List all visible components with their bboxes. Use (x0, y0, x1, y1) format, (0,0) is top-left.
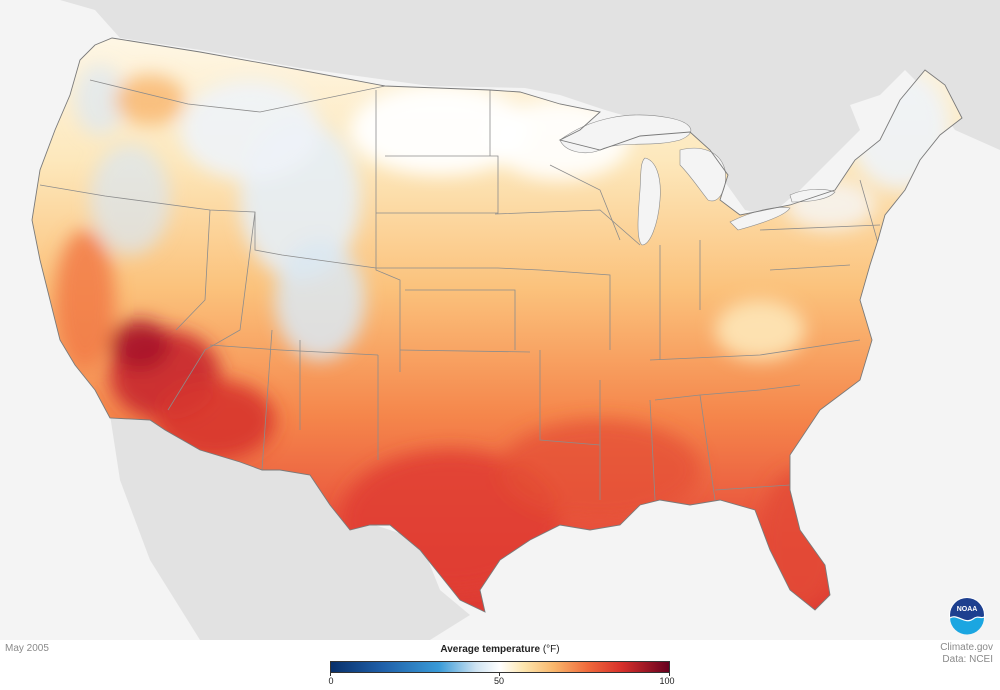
credit-data: Data: NCEI (942, 654, 993, 665)
legend-tick-0 (330, 673, 331, 676)
legend-tick-50 (499, 673, 500, 676)
canada-land (60, 0, 1000, 215)
legend-color-bar (330, 661, 670, 673)
legend-tick-100 (669, 673, 670, 676)
legend-tick-label-50: 50 (493, 676, 504, 686)
legend-title-text: Average temperature (440, 644, 541, 655)
legend-tick-label-100: 100 (659, 676, 675, 686)
legend-title: Average temperature (°F) (330, 644, 670, 655)
period-label: May 2005 (5, 643, 49, 654)
state-borders (39, 79, 881, 501)
temperature-map: NOAA (31, 0, 1000, 640)
surrounding-land (60, 0, 1000, 640)
map-footer: May 2005 Average temperature (°F) 0 50 1… (0, 640, 1000, 690)
noaa-logo-text: NOAA (957, 606, 978, 613)
us-outline (31, 37, 963, 613)
mexico-land (110, 415, 470, 640)
lake-michigan (637, 157, 661, 246)
great-lakes (559, 114, 836, 246)
noaa-logo: NOAA (949, 597, 985, 635)
lake-huron (679, 147, 726, 202)
lake-superior (559, 114, 692, 153)
legend-tick-label-0: 0 (328, 676, 334, 686)
legend-unit: (°F) (542, 644, 560, 655)
lake-erie (729, 207, 791, 231)
lake-ontario (789, 189, 836, 203)
credit-site: Climate.gov (940, 642, 993, 653)
